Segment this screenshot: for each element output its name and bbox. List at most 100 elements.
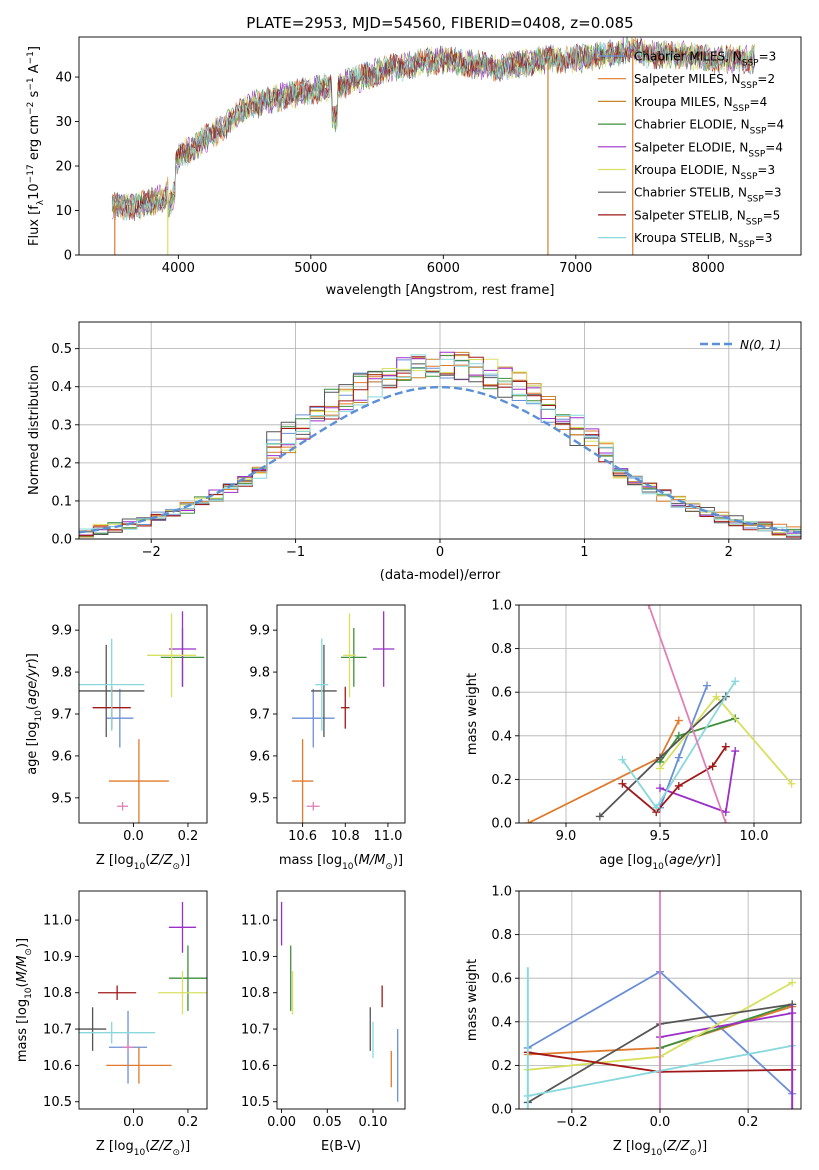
errorbar-point <box>147 613 197 698</box>
label-part: Z [log <box>613 1139 651 1154</box>
x-axis-label: Z [log10(Z/Z⊙)] <box>96 853 190 872</box>
marker-plus <box>652 803 661 812</box>
mass-weight-vs-Z-panel: −0.2 0.0 0.2 0.0 0.2 0.4 0.6 0.8 1.0 mass weight Z… <box>465 885 802 1158</box>
y-tick-label: 9.9 <box>249 624 270 639</box>
y-tick-label: 9.6 <box>51 749 72 764</box>
y-tick-label: 10.5 <box>241 1095 270 1110</box>
label-part: 10 <box>27 183 42 200</box>
marker-plus <box>703 681 711 690</box>
label-part: Kroupa MILES, N <box>634 95 733 109</box>
label-part: age/yr <box>25 662 40 705</box>
age-vs-mass-plot-area <box>291 611 395 823</box>
errorbar-point <box>373 611 395 687</box>
marker-plus <box>656 764 664 773</box>
label-part: SSP <box>750 127 767 137</box>
legend-label: Kroupa MILES, NSSP=4 <box>634 95 767 114</box>
legend-label: Kroupa STELIB, NSSP=3 <box>634 231 772 250</box>
label-part: )] <box>180 1139 190 1154</box>
marker-plus <box>674 781 683 790</box>
marker-plus <box>618 755 627 764</box>
mass-weight-vs-age-panel: 9.0 9.5 10.0 0.0 0.2 0.4 0.6 0.8 1.0 mass weight a… <box>465 599 802 872</box>
y-tick-label: 10.9 <box>43 950 72 965</box>
y-tick-label: 11.0 <box>241 914 270 929</box>
x-tick-label: 9.0 <box>556 829 577 844</box>
marker-plus <box>721 808 730 817</box>
marker-plus <box>721 742 730 751</box>
x-tick-label: 8000 <box>692 261 725 276</box>
label-part: )] <box>393 853 403 868</box>
errorbar-point <box>311 644 337 738</box>
y-tick-label: 0.6 <box>491 686 512 701</box>
legend-label: Salpeter MILES, NSSP=2 <box>634 72 775 91</box>
label-part: Z [log <box>96 1139 134 1154</box>
legend-label: Chabrier ELODIE, NSSP=4 <box>634 118 784 137</box>
age-vs-mass-panel: 10.6 10.8 11.0 9.5 9.6 9.7 9.8 9.9 mass [log10(M… <box>249 604 406 872</box>
label-part: A <box>27 64 42 77</box>
label-part: )] <box>180 853 190 868</box>
y-tick-label: 9.7 <box>249 708 270 723</box>
errorbar-point <box>79 1007 107 1051</box>
figure-title: PLATE=2953, MJD=54560, FIBERID=0408, z=0… <box>246 14 633 32</box>
x-tick-label: 9.5 <box>650 829 671 844</box>
marker-plus <box>731 677 740 686</box>
errorbar-point <box>122 1043 134 1051</box>
errorbar-point <box>341 628 367 687</box>
y-tick-label: 0.0 <box>51 533 72 548</box>
legend-label: Chabrier STELIB, NSSP=3 <box>634 186 782 205</box>
label-part: −17 <box>26 164 36 183</box>
y-axis-label: mass [log10(M/M⊙)] <box>15 938 34 1062</box>
label-part: SSP <box>748 149 765 159</box>
errorbar-point <box>108 739 169 823</box>
legend-label: N(0, 1) <box>740 338 781 352</box>
mass-weight-line <box>659 1003 793 1049</box>
label-part: ( <box>15 982 30 987</box>
label-part: Z [log <box>96 853 134 868</box>
x-tick-label: 0 <box>436 545 444 560</box>
marker-plus <box>595 812 604 821</box>
label-part: ⊙ <box>172 1148 180 1158</box>
label-part: =5 <box>763 208 781 222</box>
y-tick-label: 0.2 <box>51 456 72 471</box>
y-tick-label: 0.4 <box>491 729 512 744</box>
x-tick-label: 2 <box>725 545 733 560</box>
label-part: 10 <box>652 862 664 872</box>
mass-weight-line <box>659 750 737 814</box>
mass-vs-Z-panel: 0.0 0.210.510.610.710.810.911.0Z [log10(Z… <box>15 890 208 1158</box>
label-part: ⊙ <box>24 948 34 956</box>
mass-weight-vs-age-plot-area <box>524 605 796 823</box>
y-axis-label: mass weight <box>465 673 480 755</box>
label-part: =4 <box>765 140 783 154</box>
y-tick-label: 0.8 <box>491 928 512 943</box>
marker-plus <box>524 819 533 823</box>
marker-plus <box>674 753 683 762</box>
label-part: SSP <box>738 240 755 250</box>
y-tick-label: 40 <box>55 71 72 86</box>
y-axis-label: Flux [fλ10−17 erg cm−2 s−1 A−1] <box>26 46 46 246</box>
mass-vs-ebv-plot-area <box>280 901 399 1102</box>
label-part: =4 <box>766 118 784 132</box>
label-part: λ <box>36 199 46 205</box>
label-part: =3 <box>757 163 775 177</box>
x-axis-label: E(B-V) <box>321 1139 361 1154</box>
label-part: ( <box>145 853 150 868</box>
label-part: Salpeter STELIB, N <box>634 208 746 222</box>
y-axis-label: age [log10(age/yr)] <box>25 653 44 775</box>
y-tick-label: 10.5 <box>43 1095 72 1110</box>
label-part: erg cm <box>27 115 42 164</box>
spectrum-plot-area <box>111 37 755 255</box>
y-tick-label: 10.8 <box>43 986 72 1001</box>
marker-plus <box>787 779 796 788</box>
y-tick-label: 1.0 <box>491 599 512 614</box>
label-part: 10 <box>24 987 34 999</box>
legend-label: Kroupa ELODIE, NSSP=3 <box>634 163 775 182</box>
label-part: Salpeter MILES, N <box>634 72 741 86</box>
y-tick-label: 10.9 <box>241 950 270 965</box>
y-tick-label: 10.6 <box>43 1059 72 1074</box>
label-part: −1 <box>26 51 36 64</box>
errorbar-point <box>106 1047 172 1084</box>
label-part: ⊙ <box>172 862 180 872</box>
axes-frame <box>276 890 406 1110</box>
y-axis-label: mass weight <box>465 959 480 1041</box>
x-tick-label: 4000 <box>162 261 195 276</box>
x-axis-label: Z [log10(Z/Z⊙)] <box>96 1139 190 1158</box>
